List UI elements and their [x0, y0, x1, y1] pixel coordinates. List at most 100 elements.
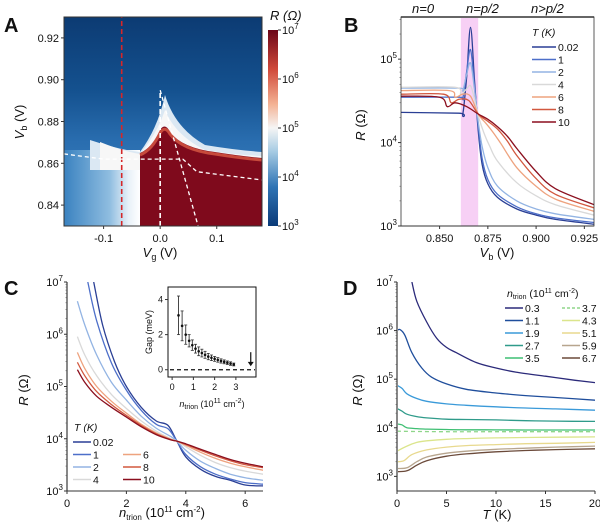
legend-label: 10: [558, 117, 570, 129]
panel-label-b: B: [344, 15, 358, 37]
x-tick-label: 20: [589, 498, 600, 510]
legend-label: 0.3: [525, 303, 540, 315]
series-line-4-3: [397, 436, 595, 452]
y-axis-label-b: R (Ω): [353, 109, 368, 140]
inset-data-point: [213, 357, 216, 361]
inset-x-tick-label: 3: [233, 382, 238, 392]
x-tick-label: 0.850: [426, 233, 454, 245]
y-tick-label: 104: [376, 420, 393, 435]
series-line-1-1: [397, 328, 595, 401]
inset-gap-chart: 0 1 2 3 0 2 4 Gap (meV) ntrion (1011 cm-2): [144, 286, 257, 411]
series-line-0-3: [411, 282, 595, 384]
region-label: n>p/2: [531, 1, 565, 16]
legend-label: 6.7: [582, 353, 597, 365]
inset-data-point: [184, 333, 188, 336]
inset-x-tick-label: 2: [212, 382, 217, 392]
y-axis-label-a: Vb (V): [12, 105, 29, 140]
inset-data-point: [197, 350, 200, 353]
legend-label: 4: [93, 475, 99, 487]
panel-label-a: A: [4, 15, 18, 37]
inset-data-point: [222, 360, 226, 364]
legend-label: 6: [143, 450, 149, 462]
legend-label: 6: [558, 92, 564, 104]
inset-data-point: [226, 361, 229, 365]
y-axis-label-d: R (Ω): [350, 374, 365, 405]
x-tick-label: 2: [123, 498, 129, 510]
inset-data-point: [200, 351, 204, 355]
series-line-1: [401, 48, 594, 224]
x-tick-label-a: 0.0: [153, 233, 168, 245]
inset-x-tick-label: 1: [191, 382, 196, 392]
y-tick-label: 107: [376, 274, 393, 289]
x-tick-label-a: 0.1: [209, 233, 224, 245]
x-tick-label: 6: [242, 498, 248, 510]
y-tick-label: 105: [376, 371, 393, 386]
y-tick-label: 106: [376, 323, 393, 338]
legend-label: 1.1: [525, 316, 540, 328]
panel-label-d: D: [343, 278, 357, 300]
inset-data-point: [210, 356, 213, 360]
x-tick-label: 10: [490, 498, 502, 510]
annotation-dashed-curve: [64, 153, 262, 181]
y-tick-label-a: 0.92: [38, 33, 59, 45]
legend-label: 5.9: [582, 341, 597, 353]
series-line-10: [401, 95, 594, 206]
inset-data-point: [232, 363, 236, 366]
inset-data-point: [229, 362, 232, 365]
y-tick-label: 103: [376, 468, 393, 483]
colorbar-tick-label: 105: [282, 120, 299, 135]
series-line-2: [401, 62, 594, 221]
x-tick-label: 0: [64, 498, 70, 510]
inset-data-point: [194, 347, 197, 350]
series-line-5-1: [397, 441, 595, 463]
y-tick-label-a: 0.90: [38, 75, 59, 87]
x-tick-label: 0.925: [571, 233, 599, 245]
inset-data-point: [219, 359, 223, 363]
colorbar-label: R (Ω): [270, 8, 302, 23]
x-tick-label: 4: [183, 498, 189, 510]
legend-label: 1: [93, 450, 99, 462]
inset-data-point: [177, 314, 180, 317]
region-label: n=p/2: [466, 1, 500, 16]
colorbar: [268, 30, 278, 226]
arrow-head-icon: [247, 361, 254, 367]
y-tick-label: 105: [380, 51, 397, 66]
inset-data-point: [206, 355, 210, 358]
legend-title: ntrion (1011 cm-2): [507, 288, 579, 301]
x-axis-label-a: Vg (V): [143, 245, 178, 262]
legend-label: 5.1: [582, 328, 597, 340]
series-line-8: [401, 92, 594, 209]
series-line-3-5: [397, 423, 595, 431]
legend-label: 1: [558, 55, 564, 67]
y-tick-label-a: 0.84: [38, 200, 59, 212]
y-tick-label: 106: [46, 326, 63, 341]
inset-y-tick-label: 4: [158, 295, 163, 305]
inset-data-point: [191, 343, 194, 347]
heatmap-image: [64, 17, 262, 226]
inset-data-point: [203, 353, 207, 357]
x-tick-label: 5: [443, 498, 449, 510]
annotation-dashed-curve: [159, 90, 199, 226]
series-line-5-9: [397, 445, 595, 470]
legend-label: 1.9: [525, 328, 540, 340]
series-line-4: [401, 84, 594, 216]
y-tick-label-a: 0.86: [38, 158, 59, 170]
series-line-2-7: [397, 407, 595, 423]
legend-title: T (K): [532, 27, 555, 39]
legend-label: 4: [558, 80, 564, 92]
series-line-0-02: [93, 282, 263, 487]
series-line-3-7: [397, 430, 595, 433]
legend-label: 3.7: [582, 303, 597, 315]
x-axis-label-c: ntrion (1011 cm-2): [119, 505, 205, 522]
inset-y-tick-label: 0: [158, 365, 163, 375]
legend-label: 2.7: [525, 341, 540, 353]
legend-label: 2: [93, 462, 99, 474]
series-line-1: [87, 282, 263, 485]
inset-x-label: ntrion (1011 cm-2): [179, 398, 244, 411]
legend-label: 0.02: [558, 42, 579, 54]
series-line-6: [401, 89, 594, 212]
legend-label: 3.5: [525, 353, 540, 365]
highlight-band: [460, 17, 479, 226]
